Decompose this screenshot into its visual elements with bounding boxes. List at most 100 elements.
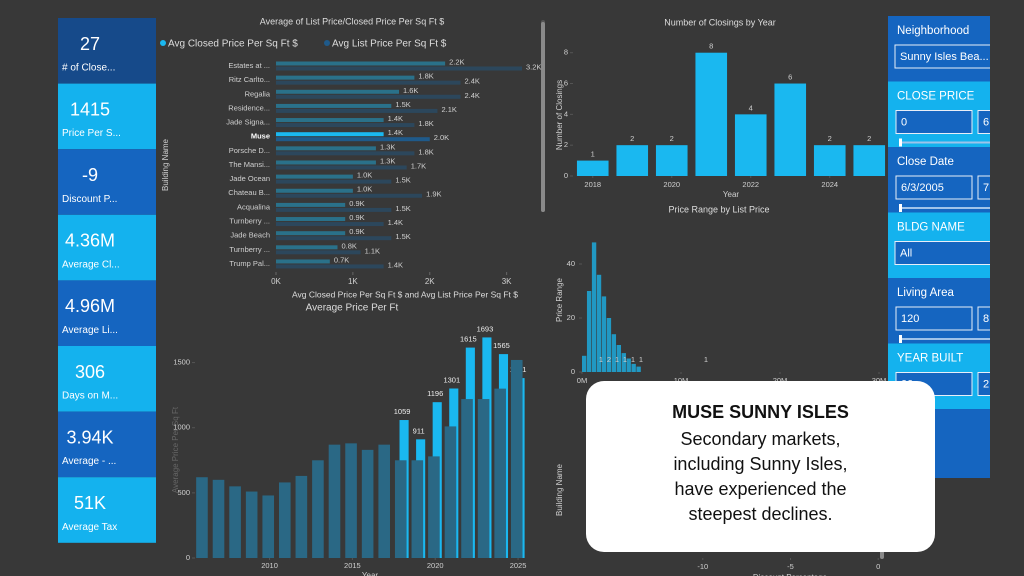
category-label: Trump Pal...: [229, 259, 270, 268]
annotation: 1: [631, 355, 635, 364]
input-value: 6: [983, 116, 989, 128]
input-box[interactable]: [895, 175, 973, 200]
kpi-value: 3.94K: [66, 427, 113, 447]
y-axis-title: Price Range: [555, 277, 564, 322]
data-label: 6: [788, 73, 792, 82]
bar: [494, 388, 506, 558]
data-label: 2: [828, 134, 832, 143]
y-tick-label: 20: [567, 313, 575, 322]
chart-title: Price Range by List Price: [668, 204, 769, 214]
bar: [196, 477, 208, 558]
callout-line: have experienced the: [674, 479, 847, 499]
x-tick-label: 0K: [271, 277, 281, 286]
data-label: 1.1K: [365, 246, 380, 255]
bar: [695, 52, 728, 176]
x-tick-label: 2015: [344, 561, 361, 570]
dropdown[interactable]: [894, 241, 995, 265]
data-label: 0.9K: [349, 227, 364, 236]
category-label: Chateau B...: [228, 188, 270, 197]
category-label: Residence...: [228, 103, 270, 112]
legend-label: Avg List Price Per Sq Ft $: [332, 39, 447, 50]
data-label: 1301: [443, 375, 460, 384]
input-box[interactable]: [977, 175, 1024, 200]
kpi-value: 1415: [70, 99, 110, 119]
input-box[interactable]: [895, 306, 973, 331]
data-label: 1.8K: [418, 119, 433, 128]
bar: [276, 202, 346, 207]
data-label: 1.6K: [403, 86, 418, 95]
data-label: 1.3K: [380, 156, 395, 165]
kpi-label: Average Tax: [62, 522, 117, 533]
data-label: 1.4K: [388, 218, 403, 227]
bar: [229, 486, 241, 558]
input-value: Sunny Isles Bea...: [900, 51, 989, 63]
input-box[interactable]: [977, 306, 1024, 331]
kpi-label: # of Close...: [62, 63, 115, 74]
chart-title: Average Price Per Ft: [306, 303, 399, 314]
bar: [276, 222, 384, 227]
y-tick-label: 0: [571, 367, 575, 376]
slider-handle[interactable]: [899, 204, 902, 212]
y-tick-label: 1500: [173, 358, 190, 367]
bar: [276, 264, 384, 269]
histogram-bar: [601, 296, 607, 372]
histogram-bar: [591, 242, 597, 372]
input-box[interactable]: [895, 110, 973, 134]
bar: [276, 250, 361, 255]
bar: [361, 449, 374, 558]
x-tick-label: 20M: [773, 376, 788, 385]
x-tick-label: 2018: [584, 180, 601, 189]
kpi-label: Price Per S...: [62, 128, 121, 139]
bar: [394, 460, 407, 558]
kpi-value: 306: [75, 362, 105, 382]
kpi-label: Days on M...: [62, 391, 118, 402]
x-tick-label: 30M: [872, 376, 887, 385]
data-label: 4: [749, 103, 753, 112]
kpi-label: Average Li...: [62, 325, 118, 336]
slider-handle[interactable]: [899, 335, 902, 343]
data-label: 2: [630, 134, 634, 143]
slicer-title: YEAR BUILT: [897, 353, 963, 365]
y-tick-label: 2: [564, 140, 568, 149]
bar: [276, 193, 423, 198]
input-box[interactable]: [977, 372, 1024, 396]
slicer-title: Living Area: [897, 287, 955, 299]
kpi-value: 51K: [74, 493, 106, 513]
bar: [734, 114, 767, 176]
bar: [276, 132, 384, 137]
bar: [278, 482, 291, 558]
bar: [853, 145, 886, 176]
data-label: 1615: [460, 335, 477, 344]
data-label: 1565: [493, 341, 510, 350]
bar: [276, 146, 376, 151]
category-label: Turnberry ...: [229, 217, 270, 226]
scrollbar-thumb[interactable]: [541, 22, 545, 212]
kpi-label: Average - ...: [62, 456, 116, 467]
kpi-card: [58, 18, 156, 84]
data-label: 1.4K: [388, 260, 403, 269]
data-label: 2.1K: [441, 105, 456, 114]
annotation: 2: [607, 355, 611, 364]
data-label: 2.0K: [434, 133, 449, 142]
annotation: 1: [623, 355, 627, 364]
x-tick-label: 2020: [663, 180, 680, 189]
y-tick-label: 0: [186, 553, 190, 562]
bar: [345, 443, 357, 558]
category-label: The Mansi...: [229, 160, 270, 169]
legend-dot: [324, 40, 330, 46]
kpi-value: 4.96M: [65, 296, 115, 316]
data-label: 8: [709, 42, 713, 51]
category-label: Estates at ...: [228, 61, 270, 70]
dropdown[interactable]: [894, 44, 995, 69]
bar: [312, 460, 324, 558]
input-box[interactable]: [977, 110, 1024, 134]
bar: [295, 475, 308, 558]
data-label: 1059: [394, 407, 411, 416]
slider-handle[interactable]: [899, 138, 902, 147]
kpi-value: 4.36M: [65, 231, 115, 251]
bar: [276, 245, 338, 250]
callout-line: steepest declines.: [688, 504, 833, 524]
bar: [510, 359, 523, 558]
x-tick-label: 2022: [742, 180, 759, 189]
